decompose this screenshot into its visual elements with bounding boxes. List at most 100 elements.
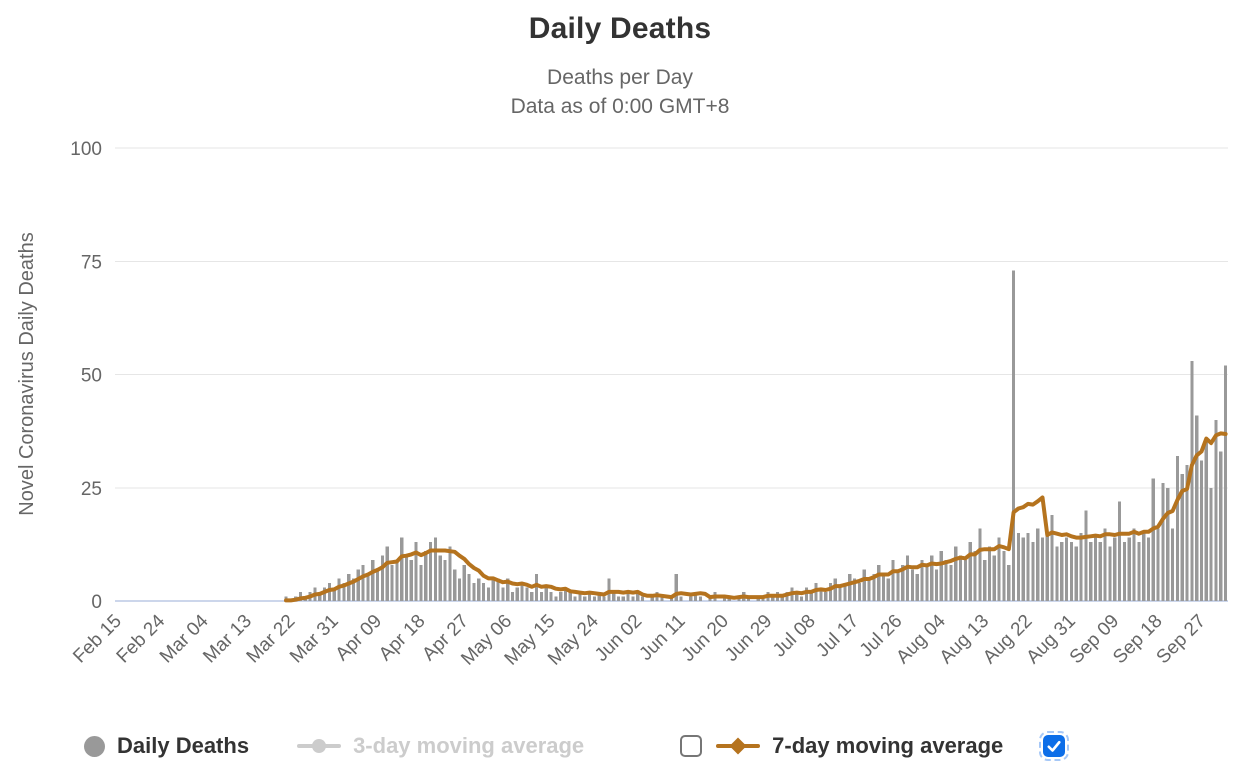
- daily-deaths-bar: [1204, 437, 1208, 601]
- legend-item-daily-deaths[interactable]: Daily Deaths: [84, 733, 249, 759]
- daily-deaths-bar: [631, 596, 635, 601]
- daily-deaths-bar: [424, 551, 428, 601]
- daily-deaths-bar: [795, 591, 799, 601]
- daily-deaths-bar: [1209, 487, 1213, 601]
- chart-title: Daily Deaths: [528, 12, 712, 45]
- daily-deaths-bar: [1074, 546, 1078, 601]
- daily-deaths-bar: [337, 578, 341, 601]
- legend-item-7-day-moving-average[interactable]: 7-day moving average: [716, 733, 1003, 759]
- daily-deaths-bar: [1137, 542, 1141, 601]
- daily-deaths-bar: [520, 582, 524, 601]
- daily-deaths-bar: [722, 596, 727, 601]
- daily-deaths-bar: [1089, 542, 1093, 601]
- legend-item-3-day-moving-average[interactable]: 3-day moving average: [297, 733, 584, 759]
- daily-deaths-bar: [640, 596, 645, 601]
- daily-deaths-bar: [607, 578, 611, 601]
- daily-deaths-bar: [1055, 546, 1059, 601]
- daily-deaths-bar: [501, 587, 505, 601]
- x-tick-label: Jun 11: [635, 611, 689, 665]
- x-tick-label: Jun 02: [591, 611, 646, 666]
- daily-deaths-bar: [1113, 537, 1117, 601]
- daily-deaths-bar: [322, 587, 327, 601]
- daily-deaths-bar: [679, 596, 683, 601]
- daily-deaths-bar: [1021, 537, 1025, 601]
- legend-label-7-day-moving-average: 7-day moving average: [772, 733, 1004, 758]
- daily-deaths-bar: [1084, 510, 1088, 601]
- daily-deaths-bar: [448, 546, 452, 601]
- daily-deaths-bar: [963, 560, 968, 601]
- daily-deaths-bar: [968, 542, 972, 601]
- daily-deaths-bar: [824, 591, 828, 601]
- daily-deaths-bar: [400, 537, 404, 601]
- daily-deaths-bar: [939, 551, 943, 601]
- line-circle-marker-icon: [297, 735, 342, 757]
- y-tick-label: 50: [81, 366, 102, 387]
- x-tick-label: Apr 09: [332, 611, 386, 665]
- daily-deaths-bar: [804, 587, 809, 601]
- x-tick-label: Jul 17: [812, 611, 863, 662]
- daily-deaths-bar: [457, 578, 462, 601]
- daily-deaths-bar: [910, 569, 915, 601]
- daily-deaths-bar: [428, 542, 433, 601]
- daily-deaths-bar: [1093, 537, 1098, 601]
- 7-day-ma-line: [284, 431, 1228, 603]
- daily-deaths-bar: [1132, 528, 1136, 601]
- daily-deaths-bar: [477, 578, 481, 601]
- daily-deaths-bar: [530, 591, 534, 601]
- daily-deaths-bar: [612, 591, 616, 601]
- daily-deaths-bar: [689, 596, 693, 601]
- daily-deaths-bar: [356, 569, 360, 601]
- daily-deaths-bar: [819, 587, 823, 601]
- daily-deaths-bar: [1026, 533, 1030, 601]
- daily-deaths-bar: [1161, 483, 1165, 601]
- daily-deaths-bar: [660, 596, 664, 601]
- daily-deaths-bar: [583, 596, 587, 601]
- daily-deaths-bar: [1069, 542, 1074, 601]
- daily-deaths-bar: [375, 569, 380, 601]
- daily-deaths-bar: [978, 528, 982, 601]
- daily-deaths-bar: [1170, 528, 1175, 601]
- daily-deaths-bar: [1007, 564, 1011, 601]
- daily-deaths-bar: [693, 591, 698, 601]
- daily-deaths-bar: [515, 587, 519, 601]
- daily-deaths-bar: [1195, 415, 1199, 601]
- daily-deaths-bar: [534, 573, 539, 601]
- daily-deaths-bar: [621, 596, 625, 601]
- daily-deaths-bar: [905, 555, 910, 601]
- daily-deaths-bar: [554, 596, 558, 601]
- daily-deaths-bar: [877, 564, 881, 601]
- daily-deaths-bar: [491, 578, 495, 601]
- daily-deaths-bar: [390, 564, 394, 601]
- daily-deaths-bar: [549, 591, 553, 601]
- daily-deaths-bar: [371, 560, 375, 601]
- daily-deaths-bar: [780, 596, 784, 601]
- daily-deaths-bar: [809, 591, 813, 601]
- daily-deaths-bar: [1175, 456, 1180, 601]
- daily-deaths-bar: [486, 587, 491, 601]
- series-checkbox-3-day-moving-average[interactable]: [680, 735, 703, 757]
- dot-icon: [312, 739, 327, 753]
- daily-deaths-bar: [481, 582, 486, 601]
- series-checkbox-7-day-moving-average[interactable]: [1039, 731, 1070, 761]
- daily-deaths-bar: [1064, 537, 1069, 601]
- daily-deaths-bar: [992, 555, 996, 601]
- daily-deaths-bar: [332, 587, 336, 601]
- daily-deaths-bar: [997, 537, 1001, 601]
- daily-deaths-bar: [867, 578, 871, 601]
- daily-deaths-bar: [828, 582, 833, 601]
- daily-deaths-bar: [833, 578, 837, 601]
- daily-deaths-bar: [1122, 542, 1127, 601]
- daily-deaths-bar: [472, 582, 476, 601]
- daily-deaths-bar: [771, 596, 775, 601]
- x-tick-label: Apr 18: [375, 611, 429, 665]
- daily-deaths-bar: [351, 578, 356, 601]
- daily-deaths-bar: [843, 582, 847, 601]
- legend-label-3-day-moving-average: 3-day moving average: [353, 733, 585, 758]
- daily-deaths-bar: [674, 573, 678, 601]
- x-tick-label: Mar 22: [243, 611, 300, 668]
- daily-deaths-bar: [587, 591, 592, 601]
- daily-deaths-bar: [318, 591, 322, 601]
- daily-deaths-bar: [1127, 537, 1131, 601]
